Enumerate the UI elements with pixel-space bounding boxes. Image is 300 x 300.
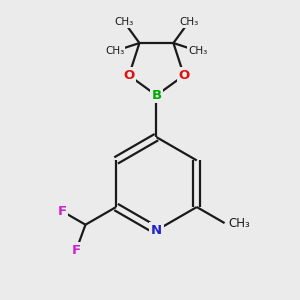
Text: O: O xyxy=(123,69,134,82)
Text: O: O xyxy=(178,69,190,82)
Text: CH₃: CH₃ xyxy=(188,46,208,56)
Text: CH₃: CH₃ xyxy=(105,46,124,56)
Text: N: N xyxy=(151,224,162,237)
Text: CH₃: CH₃ xyxy=(115,17,134,27)
Text: CH₃: CH₃ xyxy=(229,217,250,230)
Text: F: F xyxy=(57,205,66,218)
Text: CH₃: CH₃ xyxy=(179,17,198,27)
Text: F: F xyxy=(72,244,81,257)
Text: B: B xyxy=(152,89,161,102)
